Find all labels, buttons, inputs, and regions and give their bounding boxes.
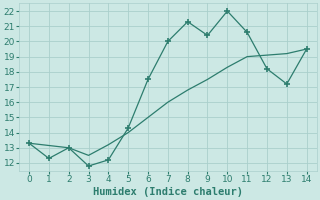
X-axis label: Humidex (Indice chaleur): Humidex (Indice chaleur) bbox=[93, 186, 243, 197]
